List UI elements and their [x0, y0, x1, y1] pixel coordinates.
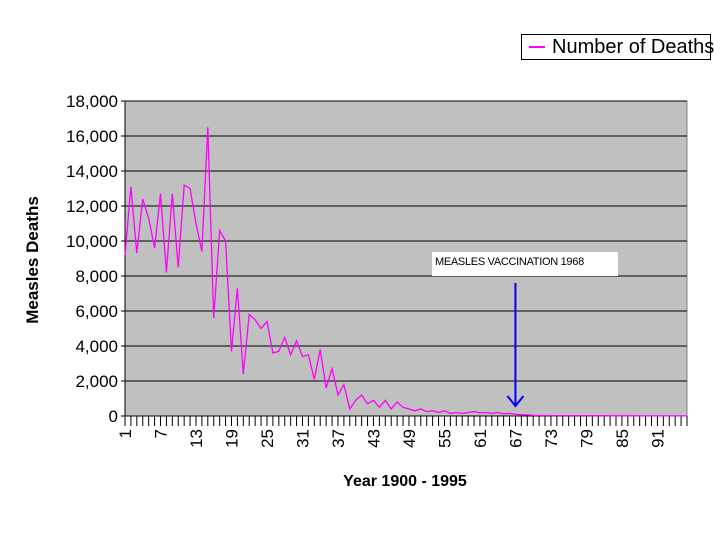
x-tick-label: 55 — [435, 429, 454, 448]
x-tick-label: 43 — [364, 429, 383, 448]
arrow-head — [506, 395, 525, 408]
x-tick-label: 19 — [222, 429, 241, 448]
x-tick-labels: 1 7 13 19 25 31 37 43 49 55 61 67 73 79 85 91 — [116, 416, 688, 448]
legend-label: Number of Deaths — [552, 36, 715, 58]
x-tick-label: 85 — [613, 429, 632, 448]
y-tick-labels: 0 2,000 4,000 6,000 8,000 10,000 12,000 14,000 1… — [66, 92, 125, 426]
x-tick-label: 73 — [542, 429, 561, 448]
x-tick-label: 31 — [293, 429, 312, 448]
y-tick-label: 16,000 — [66, 127, 118, 146]
x-tick-label: 7 — [151, 429, 170, 438]
annotation-text: MEASLES VACCINATION 1968 — [435, 256, 584, 268]
y-tick-label: 8,000 — [75, 267, 118, 286]
x-tick-label: 91 — [648, 429, 667, 448]
y-tick-label: 14,000 — [66, 162, 118, 181]
series-line — [124, 127, 687, 417]
y-tick-label: 12,000 — [66, 197, 118, 216]
x-axis-label: Year 1900 - 1995 — [343, 473, 467, 490]
vaccination-annotation: MEASLES VACCINATION 1968 — [432, 252, 618, 276]
y-tick-label: 6,000 — [75, 302, 118, 321]
x-tick-label: 79 — [577, 429, 596, 448]
x-tick-label: 25 — [258, 429, 277, 448]
x-tick-label: 1 — [116, 429, 135, 438]
x-tick-label: 67 — [506, 429, 525, 448]
grid-lines — [124, 100, 687, 417]
x-tick-label: 61 — [471, 429, 490, 448]
y-tick-label: 4,000 — [75, 337, 118, 356]
y-tick-label: 2,000 — [75, 372, 118, 391]
x-tick-label: 37 — [329, 429, 348, 448]
legend-swatch — [529, 46, 545, 48]
y-tick-label: 10,000 — [66, 232, 118, 251]
x-tick-label: 13 — [187, 429, 206, 448]
legend: Number of Deaths — [521, 34, 715, 60]
x-tick-label: 49 — [400, 429, 419, 448]
y-axis-label: Measles Deaths — [23, 196, 42, 324]
vaccination-arrow — [506, 283, 525, 408]
y-tick-label: 0 — [109, 407, 118, 426]
series-lines — [124, 127, 687, 417]
y-tick-label: 18,000 — [66, 92, 118, 111]
